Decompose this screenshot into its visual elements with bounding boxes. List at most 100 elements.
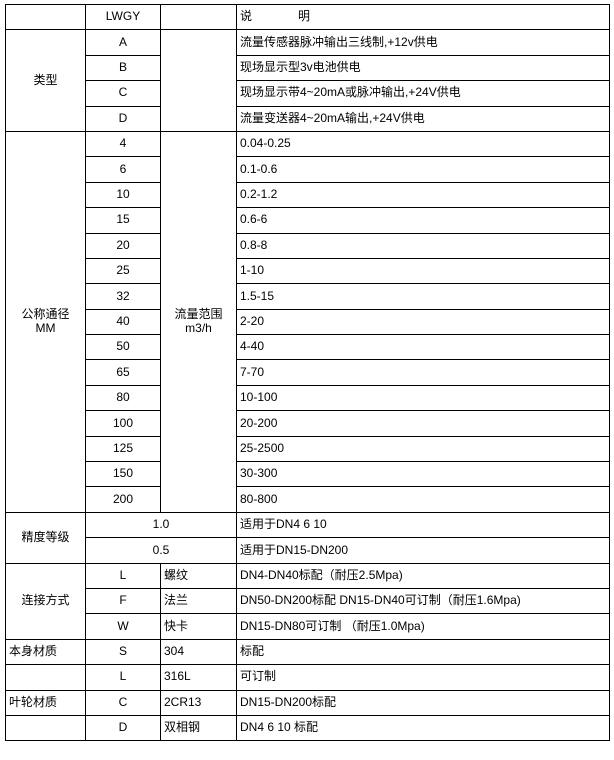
- dn-code: 15: [85, 207, 161, 234]
- type-description-d: 流量变送器4~20mA输出,+24V供电: [236, 105, 610, 132]
- group-label-nominal-diameter-line1: 公称通径: [21, 307, 70, 322]
- table-row: W 快卡 DN15-DN80可订制 （耐压1.0Mpa): [6, 613, 610, 640]
- group-label-impeller-material: 叶轮材质: [5, 689, 86, 716]
- dn-code: 10: [85, 181, 161, 209]
- dn-flow-value: 0.6-6: [236, 207, 610, 234]
- table-row: 类型 A 流量传感器脉冲输出三线制,+12v供电: [5, 29, 610, 132]
- dn-code: 40: [85, 308, 161, 336]
- dn-flow-value: 1.5-15: [236, 283, 610, 310]
- table-row: 80 10-100: [6, 384, 610, 412]
- body-material-detail-304: 304: [160, 638, 237, 666]
- type-code-a: A: [85, 29, 161, 56]
- accuracy-description-1: 适用于DN4 6 10: [236, 511, 610, 539]
- dn-flow-value: 10-100: [236, 384, 610, 412]
- dn-code: 80: [85, 384, 161, 412]
- table-row: D 双相钢 DN4 6 10 标配: [5, 714, 610, 742]
- table-header-row: LWGY 说 明: [5, 3, 610, 31]
- dn-flow-value: 7-70: [236, 359, 610, 386]
- table-row: D 流量变送器4~20mA输出,+24V供电: [6, 105, 610, 132]
- table-row: 15 0.6-6: [6, 207, 610, 234]
- connection-detail-thread: 螺纹: [160, 562, 237, 589]
- table-row: F 法兰 DN50-DN200标配 DN15-DN40可订制（耐压1.6Mpa): [6, 587, 610, 615]
- flow-range-merged-label: 流量范围 m3/h: [160, 130, 237, 513]
- header-model-code: LWGY: [85, 3, 161, 31]
- dn-flow-value: 0.1-0.6: [236, 156, 610, 183]
- accuracy-value-1: 1.0: [85, 511, 237, 539]
- connection-description-thread: DN4-DN40标配（耐压2.5Mpa): [236, 562, 610, 589]
- dn-code: 4: [85, 130, 161, 158]
- dn-code: 50: [85, 334, 161, 361]
- specification-table-container: LWGY 说 明 类型 A 流量传感器脉冲输出三线制,+12v供电 B 现场显示型…: [5, 3, 610, 742]
- table-row: 精度等级 1.0 适用于DN4 6 10: [5, 511, 610, 564]
- impeller-material-code-d: D: [85, 714, 161, 742]
- body-material-detail-316l: 316L: [160, 664, 237, 691]
- dn-code: 65: [85, 359, 161, 386]
- header-desc-char-2: 明: [298, 9, 311, 24]
- table-row: 50 4-40: [6, 334, 610, 361]
- dn-code: 32: [85, 283, 161, 310]
- group-label-connection-type: 连接方式: [5, 562, 86, 640]
- group-label-nominal-diameter: 公称通径 MM: [5, 130, 86, 513]
- table-row: 125 25-2500: [6, 435, 610, 463]
- group-label-body-material: 本身材质: [5, 638, 86, 666]
- dn-code: 20: [85, 232, 161, 259]
- table-row: 100 20-200: [6, 410, 610, 437]
- header-group-cell: [5, 3, 86, 31]
- dn-code: 200: [85, 486, 161, 513]
- table-row: 25 1-10: [6, 257, 610, 285]
- table-row: 40 2-20: [6, 308, 610, 336]
- group-label-accuracy-grade: 精度等级: [5, 511, 86, 564]
- dn-flow-value: 0.2-1.2: [236, 181, 610, 209]
- connection-code-w: W: [85, 613, 161, 640]
- dn-flow-value: 20-200: [236, 410, 610, 437]
- dn-flow-value: 25-2500: [236, 435, 610, 463]
- header-desc-char-1: 说: [240, 9, 253, 24]
- table-row: 叶轮材质 C 2CR13 DN15-DN200标配: [5, 689, 610, 716]
- dn-flow-value: 4-40: [236, 334, 610, 361]
- dn-code: 150: [85, 461, 161, 488]
- body-material-description-304: 标配: [236, 638, 610, 666]
- table-row: 6 0.1-0.6: [6, 156, 610, 183]
- accuracy-description-2: 适用于DN15-DN200: [236, 537, 610, 564]
- table-row: 公称通径 MM 4 流量范围 m3/h 0.04-0.25: [5, 130, 610, 513]
- table-row: 本身材质 S 304 标配: [5, 638, 610, 666]
- type-description-b: 现场显示型3v电池供电: [236, 54, 610, 82]
- table-row: 200 80-800: [6, 486, 610, 513]
- impeller-material-code-c: C: [85, 689, 161, 716]
- type-code-b: B: [85, 54, 161, 82]
- table-row: C 现场显示带4~20mA或脉冲输出,+24V供电: [6, 80, 610, 107]
- accuracy-value-2: 0.5: [85, 537, 237, 564]
- table-row: 10 0.2-1.2: [6, 181, 610, 209]
- flow-range-line1: 流量范围: [174, 307, 223, 322]
- dn-flow-value: 2-20: [236, 308, 610, 336]
- body-material-code-l: L: [85, 664, 161, 691]
- group-label-nominal-diameter-line2: MM: [35, 320, 56, 335]
- group-label-type: 类型: [5, 29, 86, 132]
- dn-flow-value: 1-10: [236, 257, 610, 285]
- body-material-description-316l: 可订制: [236, 664, 610, 691]
- type-description-a: 流量传感器脉冲输出三线制,+12v供电: [236, 29, 610, 56]
- type-description-c: 现场显示带4~20mA或脉冲输出,+24V供电: [236, 80, 610, 107]
- impeller-material-description-2cr13: DN15-DN200标配: [236, 689, 610, 716]
- header-detail-cell: [160, 3, 237, 31]
- impeller-material-detail-duplex: 双相钢: [160, 714, 237, 742]
- table-row: 150 30-300: [6, 461, 610, 488]
- dn-code: 25: [85, 257, 161, 285]
- type-code-d: D: [85, 105, 161, 132]
- table-row: L 316L 可订制: [5, 664, 610, 691]
- table-row: 20 0.8-8: [6, 232, 610, 259]
- table-row: B 现场显示型3v电池供电: [6, 54, 610, 82]
- table-row: 65 7-70: [6, 359, 610, 386]
- impeller-material-description-duplex: DN4 6 10 标配: [236, 714, 610, 742]
- group-label-impeller-material-blank: [5, 714, 86, 742]
- dn-flow-value: 30-300: [236, 461, 610, 488]
- connection-code-l: L: [85, 562, 161, 589]
- type-detail-merged: [160, 29, 237, 132]
- dn-flow-value: 0.04-0.25: [236, 130, 610, 158]
- connection-detail-flange: 法兰: [160, 587, 237, 615]
- impeller-material-detail-2cr13: 2CR13: [160, 689, 237, 716]
- dn-flow-value: 0.8-8: [236, 232, 610, 259]
- table-row: 连接方式 L 螺纹 DN4-DN40标配（耐压2.5Mpa): [5, 562, 610, 640]
- table-row: 0.5 适用于DN15-DN200: [6, 537, 610, 564]
- table-row: 32 1.5-15: [6, 283, 610, 310]
